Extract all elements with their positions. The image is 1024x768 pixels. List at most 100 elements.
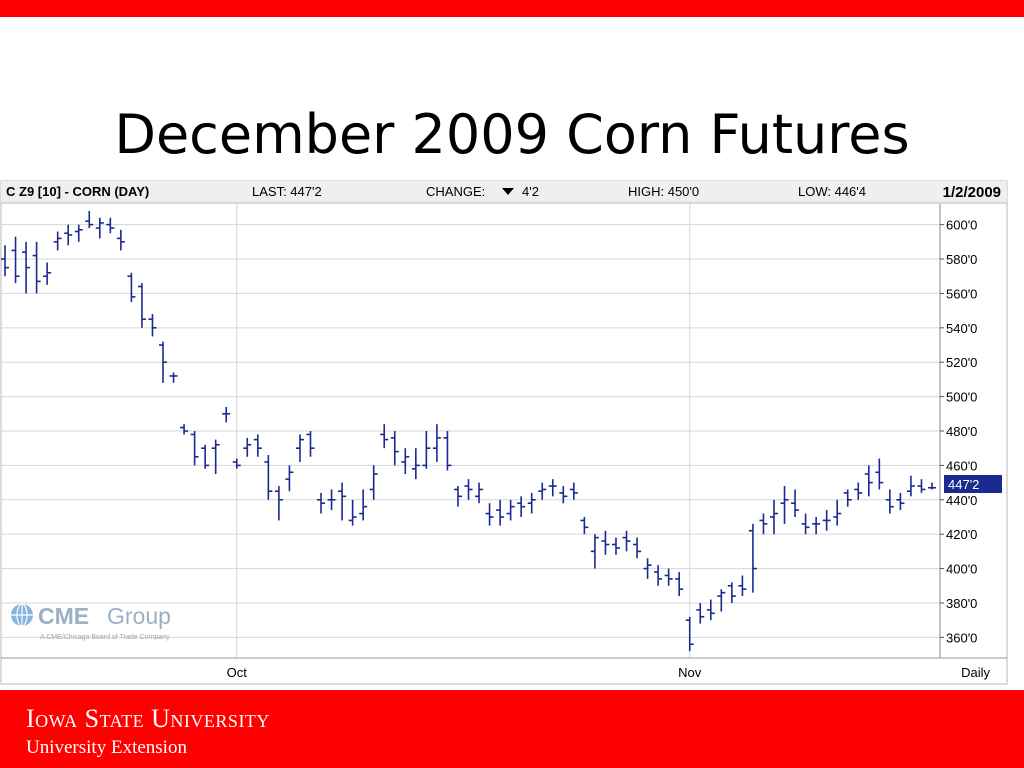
ohlc-bar <box>791 489 800 517</box>
ohlc-bar <box>780 486 789 524</box>
ohlc-bar <box>748 523 757 593</box>
ohlc-bar <box>211 439 220 474</box>
slide-title: December 2009 Corn Futures <box>114 103 910 166</box>
ohlc-series <box>1 210 936 652</box>
period-label: Daily <box>961 665 990 680</box>
ohlc-bar <box>422 431 431 469</box>
y-tick-label: 520'0 <box>946 355 977 370</box>
logo-subtitle: A CME/Chicago Board of Trade Company <box>40 634 170 641</box>
ohlc-bar <box>685 616 694 652</box>
y-tick-label: 540'0 <box>946 321 977 336</box>
top-accent-bar <box>0 0 1024 17</box>
y-tick-label: 360'0 <box>946 630 977 645</box>
ohlc-bar <box>654 565 663 586</box>
ohlc-bar <box>53 231 62 251</box>
y-tick-label: 460'0 <box>946 458 977 473</box>
ohlc-bar <box>85 210 94 229</box>
ohlc-bar <box>696 602 705 624</box>
ohlc-bar <box>843 489 852 507</box>
last-price-marker: 447'2 <box>944 475 1002 493</box>
ohlc-bar <box>759 513 768 535</box>
ohlc-bar <box>338 482 347 521</box>
ohlc-bar <box>116 229 125 251</box>
ohlc-bar <box>664 568 673 586</box>
y-tick-label: 400'0 <box>946 562 977 577</box>
university-department: University Extension <box>26 737 187 758</box>
ohlc-bar <box>769 499 778 535</box>
price-chart: C Z9 [10] - CORN (DAY) LAST: 447'2 CHANG… <box>0 180 1008 685</box>
y-tick-label: 600'0 <box>946 218 977 233</box>
ohlc-bar <box>390 431 399 466</box>
ohlc-bar <box>201 444 210 469</box>
ohlc-bar <box>875 458 884 490</box>
ohlc-bar <box>906 475 915 497</box>
ohlc-bar <box>822 510 831 531</box>
ohlc-bar <box>411 448 420 480</box>
logo-brand-light: Group <box>107 603 171 629</box>
ohlc-bar <box>485 503 494 526</box>
ohlc-bar <box>159 341 168 383</box>
ohlc-bar <box>180 424 189 435</box>
ohlc-bar <box>496 499 505 526</box>
ohlc-bar <box>675 572 684 597</box>
ohlc-bar <box>380 424 389 449</box>
ohlc-bar <box>306 431 315 457</box>
ohlc-bar <box>833 499 842 526</box>
ohlc-bar <box>738 575 747 597</box>
ohlc-bar <box>896 492 905 511</box>
ohlc-bar <box>137 283 146 328</box>
ohlc-bar <box>253 434 262 457</box>
chart-symbol: C Z9 [10] - CORN (DAY) <box>6 184 149 199</box>
x-axis: OctNovDec <box>227 665 702 680</box>
ohlc-bar <box>854 482 863 500</box>
ohlc-bar <box>622 530 631 552</box>
x-tick-label: Oct <box>227 665 248 680</box>
ohlc-bar <box>717 589 726 612</box>
ohlc-bar <box>43 262 52 285</box>
ohlc-bar <box>475 482 484 504</box>
ohlc-bar <box>706 599 715 621</box>
ohlc-bar <box>517 496 526 517</box>
y-tick-label: 500'0 <box>946 390 977 405</box>
last-price-label: 447'2 <box>948 477 979 492</box>
footer-bar <box>0 690 1024 768</box>
y-tick-label: 560'0 <box>946 286 977 301</box>
ohlc-bar <box>885 489 894 514</box>
logo-brand-bold: CME <box>38 603 89 629</box>
ohlc-bar <box>22 241 31 294</box>
chart-high: HIGH: 450'0 <box>628 184 699 199</box>
ohlc-bar <box>327 489 336 511</box>
ohlc-bar <box>559 486 568 504</box>
y-tick-label: 420'0 <box>946 527 977 542</box>
ohlc-bar <box>601 530 610 555</box>
ohlc-bar <box>527 492 536 514</box>
ohlc-bar <box>1 245 9 277</box>
ohlc-bar <box>190 431 199 466</box>
ohlc-bar <box>548 479 557 497</box>
ohlc-bar <box>95 217 104 239</box>
cme-group-logo: CME Group A CME/Chicago Board of Trade C… <box>11 603 171 641</box>
ohlc-bar <box>74 224 83 242</box>
change-down-icon <box>502 188 514 195</box>
ohlc-bar <box>643 558 652 579</box>
y-tick-label: 380'0 <box>946 596 977 611</box>
ohlc-bar <box>127 272 136 303</box>
y-axis: 360'0 380'0 400'0 420'0 440'0 460'0 480'0 500'0… <box>940 218 977 645</box>
ohlc-bar <box>359 489 368 521</box>
ohlc-bar <box>317 492 326 514</box>
chart-low: LOW: 446'4 <box>798 184 866 199</box>
ohlc-bar <box>928 482 936 490</box>
chart-date: 1/2/2009 <box>943 184 1001 201</box>
chart-change-value: 4'2 <box>522 184 539 199</box>
ohlc-bar <box>401 448 410 474</box>
ohlc-bar <box>148 314 157 337</box>
ohlc-bar <box>464 479 473 500</box>
ohlc-bar <box>727 582 736 603</box>
chart-grid <box>1 204 1007 659</box>
ohlc-bar <box>812 516 821 535</box>
ohlc-bar <box>222 406 231 423</box>
chart-change-label: CHANGE: <box>426 184 485 199</box>
y-tick-label: 440'0 <box>946 493 977 508</box>
ohlc-bar <box>243 437 252 457</box>
ohlc-bar <box>506 499 515 521</box>
